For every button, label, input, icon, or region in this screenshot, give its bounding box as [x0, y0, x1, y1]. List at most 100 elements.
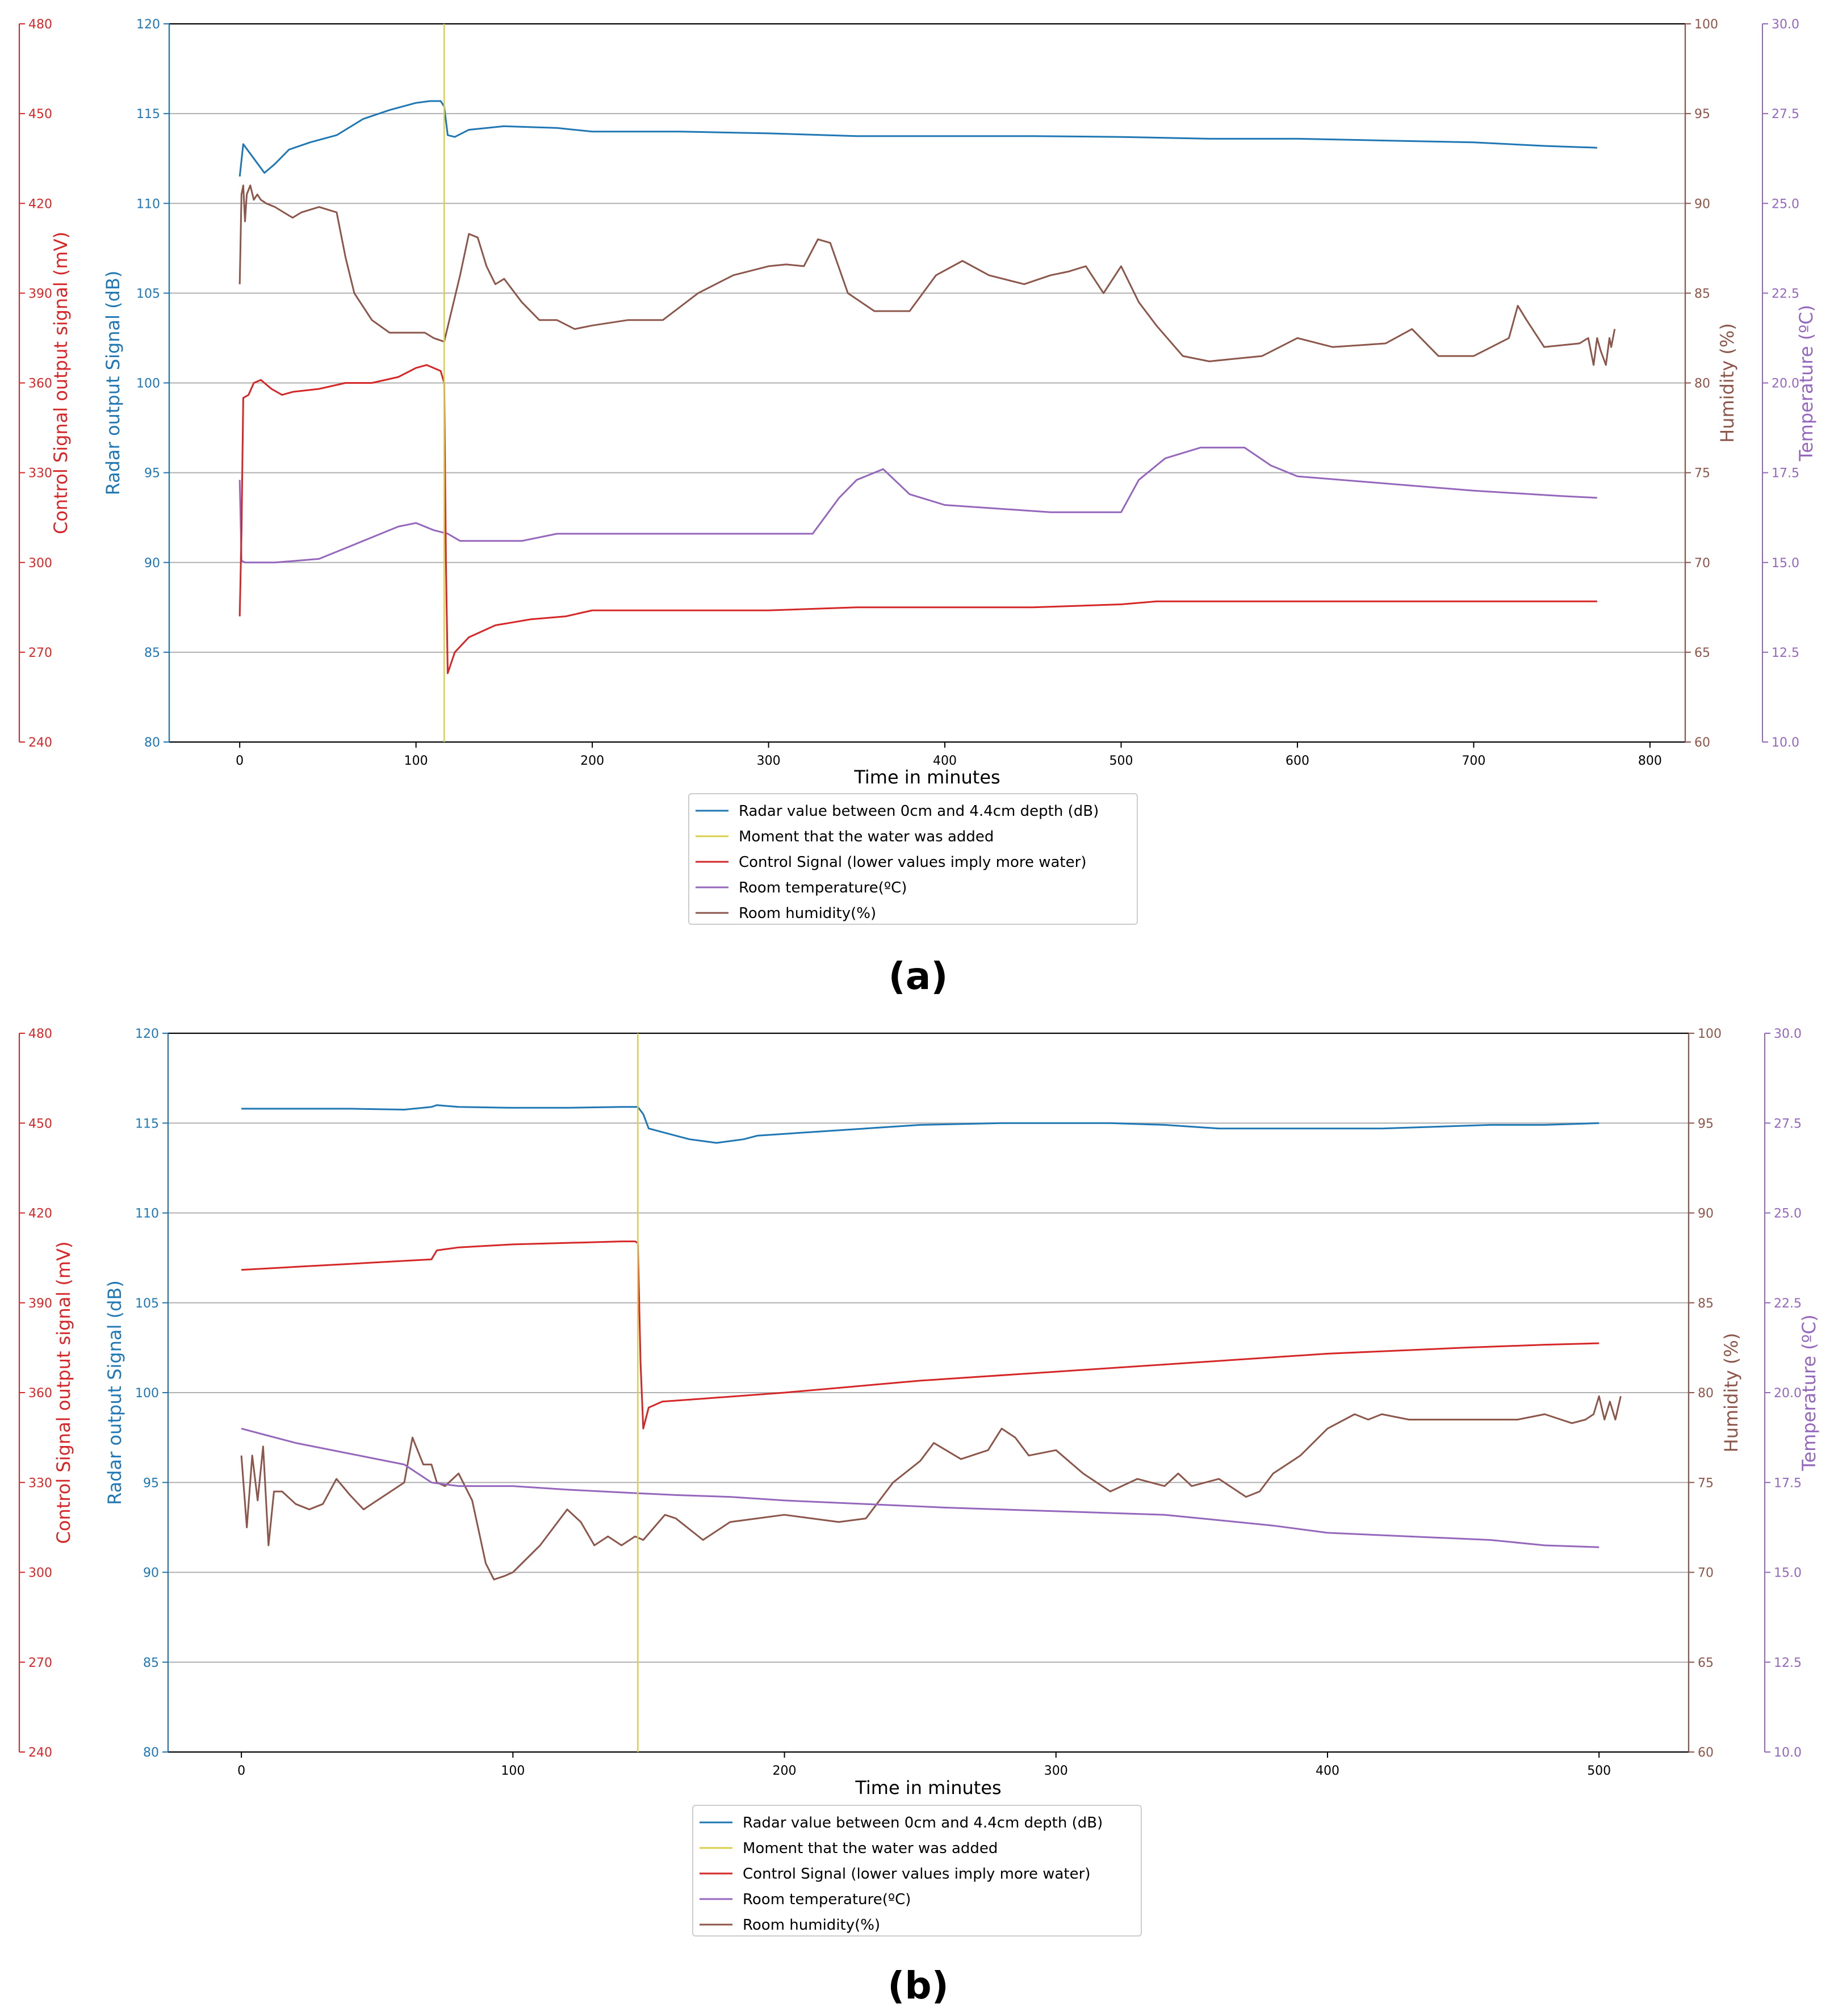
series-line-temperature	[238, 446, 1597, 564]
control-tick-label: 420	[28, 197, 52, 211]
radar-tick-label: 85	[143, 1656, 159, 1670]
legend: Radar value between 0cm and 4.4cm depth …	[692, 1805, 1142, 1937]
temperature-tick-label: 30.0	[1774, 1027, 1802, 1041]
humidity-axis-label: Humidity (%)	[1720, 1333, 1742, 1453]
radar-tick-label: 90	[143, 1566, 159, 1581]
humidity-tick-label: 85	[1698, 1297, 1714, 1311]
humidity-tick-label: 95	[1698, 1117, 1714, 1131]
series-line-humidity	[238, 185, 1616, 366]
control-tick-label: 300	[28, 1566, 52, 1581]
temperature-tick-label: 12.5	[1772, 646, 1799, 660]
humidity-tick-label: 70	[1698, 1566, 1714, 1581]
temperature-tick-label: 27.5	[1772, 107, 1799, 121]
temperature-axis-label: Temperature (ºC)	[1798, 1314, 1820, 1471]
panel-label: (b)	[887, 1964, 949, 2007]
radar-tick-label: 105	[136, 287, 160, 301]
temperature-tick-label: 25.0	[1774, 1207, 1802, 1221]
humidity-tick-label: 65	[1694, 646, 1710, 660]
temperature-tick-label: 25.0	[1772, 197, 1799, 211]
radar-axis-label: Radar output Signal (dB)	[104, 1280, 125, 1505]
temperature-axis-label: Temperature (ºC)	[1795, 305, 1817, 462]
x-tick-label: 100	[501, 1764, 525, 1778]
series-line-control	[241, 1240, 1599, 1430]
radar-axis-label: Radar output Signal (dB)	[102, 271, 124, 496]
control-tick-label: 300	[28, 556, 52, 571]
x-tick-label: 100	[404, 754, 428, 768]
control-tick-label: 420	[28, 1207, 52, 1221]
x-tick-label: 300	[1044, 1764, 1068, 1778]
control-tick-label: 240	[28, 736, 52, 750]
radar-tick-label: 80	[144, 736, 160, 750]
humidity-tick-label: 85	[1694, 287, 1710, 301]
x-tick-label: 200	[580, 754, 604, 768]
x-tick-label: 700	[1462, 754, 1485, 768]
legend-entry: Room humidity(%)	[743, 1917, 880, 1934]
control-axis-label: Control Signal output signal (mV)	[50, 232, 72, 534]
legend-entry: Control Signal (lower values imply more …	[739, 854, 1086, 871]
legend-entry: Room temperature(ºC)	[739, 879, 907, 896]
humidity-tick-label: 60	[1694, 736, 1710, 750]
series-line-radar	[238, 100, 1597, 177]
legend-entry: Control Signal (lower values imply more …	[743, 1866, 1090, 1883]
control-tick-label: 450	[28, 1117, 52, 1131]
control-tick-label: 360	[28, 377, 52, 391]
radar-tick-label: 115	[136, 107, 160, 121]
temperature-tick-label: 12.5	[1774, 1656, 1802, 1670]
temperature-tick-label: 20.0	[1774, 1386, 1802, 1401]
temperature-tick-label: 15.0	[1772, 556, 1799, 571]
radar-tick-label: 100	[136, 377, 160, 391]
humidity-tick-label: 60	[1698, 1746, 1714, 1760]
radar-tick-label: 95	[143, 1476, 159, 1490]
temperature-tick-label: 10.0	[1774, 1746, 1802, 1760]
radar-tick-label: 115	[135, 1117, 159, 1131]
radar-tick-label: 95	[144, 467, 160, 481]
x-tick-label: 800	[1638, 754, 1662, 768]
series-line-temperature	[241, 1427, 1599, 1548]
legend-entry: Room humidity(%)	[739, 905, 876, 922]
legend-entry: Moment that the water was added	[739, 828, 994, 845]
legend-box	[688, 793, 1138, 925]
control-tick-label: 390	[28, 287, 52, 301]
control-tick-label: 270	[28, 646, 52, 660]
temperature-tick-label: 27.5	[1774, 1117, 1802, 1131]
humidity-tick-label: 65	[1698, 1656, 1714, 1670]
x-tick-label: 300	[757, 754, 781, 768]
x-axis-label: Time in minutes	[853, 766, 1000, 788]
temperature-tick-label: 22.5	[1774, 1297, 1802, 1311]
radar-tick-label: 100	[135, 1386, 159, 1401]
series-line-control	[238, 364, 1597, 674]
legend-entry: Radar value between 0cm and 4.4cm depth …	[739, 803, 1099, 820]
legend-box	[692, 1805, 1142, 1937]
legend-entry: Moment that the water was added	[743, 1840, 998, 1857]
x-axis-label: Time in minutes	[855, 1777, 1001, 1799]
control-tick-label: 360	[28, 1386, 52, 1401]
radar-tick-label: 90	[144, 556, 160, 571]
temperature-tick-label: 17.5	[1774, 1476, 1802, 1490]
control-tick-label: 390	[28, 1297, 52, 1311]
control-tick-label: 240	[28, 1746, 52, 1760]
temperature-tick-label: 22.5	[1772, 287, 1799, 301]
humidity-tick-label: 80	[1694, 377, 1710, 391]
x-tick-label: 500	[1109, 754, 1133, 768]
humidity-tick-label: 80	[1698, 1386, 1714, 1401]
x-tick-label: 600	[1286, 754, 1309, 768]
x-tick-label: 500	[1587, 1764, 1611, 1778]
panel-a: 0 100 200 300 400 500 600 700 800 Time in minutes…	[19, 18, 1817, 998]
humidity-tick-label: 90	[1698, 1207, 1714, 1221]
series-line-humidity	[240, 1395, 1622, 1581]
radar-tick-label: 85	[144, 646, 160, 660]
panel-b: 0 100 200 300 400 500 Time in minutes 80 85 90 95 1…	[19, 1027, 1820, 2007]
control-tick-label: 330	[28, 467, 52, 481]
radar-tick-label: 105	[135, 1297, 159, 1311]
series-line-radar	[241, 1104, 1599, 1144]
x-tick-label: 200	[773, 1764, 797, 1778]
radar-tick-label: 120	[136, 18, 160, 32]
humidity-tick-label: 100	[1698, 1027, 1722, 1041]
radar-tick-label: 80	[143, 1746, 159, 1760]
radar-tick-label: 120	[135, 1027, 159, 1041]
humidity-tick-label: 90	[1694, 197, 1710, 211]
temperature-tick-label: 20.0	[1772, 377, 1799, 391]
control-tick-label: 270	[28, 1656, 52, 1670]
control-tick-label: 330	[28, 1476, 52, 1490]
humidity-tick-label: 75	[1698, 1476, 1714, 1490]
